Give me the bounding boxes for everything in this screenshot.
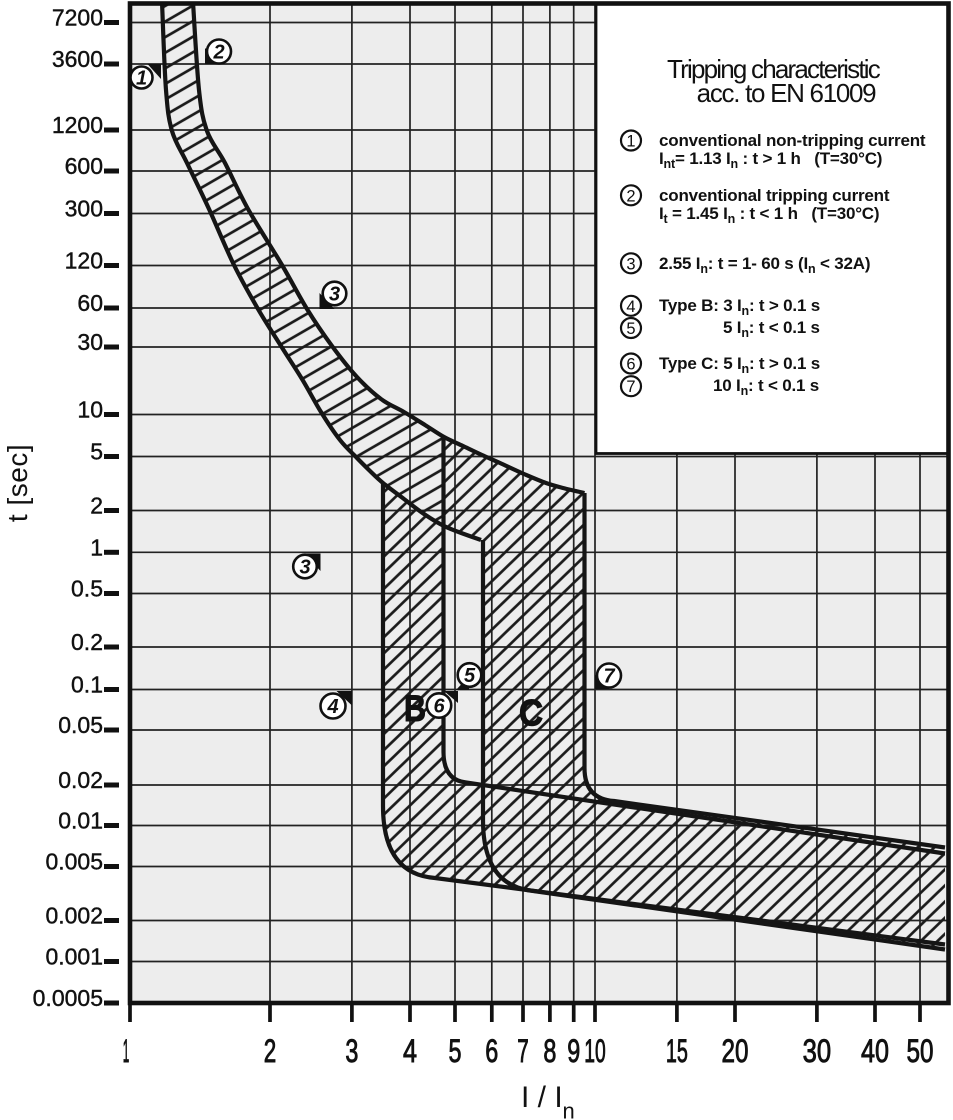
svg-text:7200: 7200 — [52, 5, 103, 31]
svg-text:It = 1.45 In : t < 1 h (T=30: It = 1.45 In : t < 1 h (T=30°C) — [659, 204, 879, 226]
svg-text:6: 6 — [626, 356, 635, 374]
svg-text:0.2: 0.2 — [71, 629, 103, 655]
svg-text:30: 30 — [77, 329, 103, 355]
svg-text:3: 3 — [299, 557, 310, 579]
svg-text:8: 8 — [543, 1033, 556, 1069]
svg-text:3: 3 — [329, 284, 340, 306]
svg-text:0.1: 0.1 — [71, 672, 103, 698]
svg-text:1: 1 — [123, 1033, 130, 1069]
svg-text:6: 6 — [433, 696, 445, 718]
svg-text:2: 2 — [212, 42, 224, 64]
svg-text:15: 15 — [666, 1033, 688, 1069]
svg-text:50: 50 — [907, 1033, 934, 1069]
svg-text:20: 20 — [722, 1033, 749, 1069]
svg-text:acc. to EN 61009: acc. to EN 61009 — [697, 78, 876, 108]
svg-text:0.01: 0.01 — [58, 808, 103, 834]
svg-text:0.5: 0.5 — [71, 576, 103, 602]
svg-text:0.0005: 0.0005 — [33, 985, 103, 1011]
svg-text:5 In: t < 0.1 s: 5 In: t < 0.1 s — [723, 318, 820, 340]
svg-text:5: 5 — [90, 439, 103, 465]
svg-text:7: 7 — [517, 1033, 529, 1069]
svg-text:0.05: 0.05 — [58, 712, 103, 738]
svg-text:4: 4 — [626, 298, 635, 316]
svg-text:4: 4 — [326, 696, 338, 718]
svg-text:Type B: 3 In: t > 0.1 s: Type B: 3 In: t > 0.1 s — [659, 296, 820, 318]
svg-text:1: 1 — [626, 133, 635, 151]
svg-text:7: 7 — [626, 378, 635, 396]
svg-text:300: 300 — [65, 196, 103, 222]
svg-text:t [sec]: t [sec] — [2, 444, 33, 522]
svg-text:0.005: 0.005 — [45, 849, 103, 875]
svg-text:600: 600 — [65, 153, 103, 179]
svg-text:60: 60 — [77, 290, 103, 316]
svg-text:0.02: 0.02 — [58, 767, 103, 793]
svg-text:6: 6 — [485, 1033, 498, 1069]
svg-text:2: 2 — [626, 187, 635, 205]
svg-text:40: 40 — [861, 1033, 889, 1069]
svg-text:0.001: 0.001 — [45, 944, 103, 970]
svg-text:3600: 3600 — [52, 46, 103, 72]
svg-text:B: B — [404, 688, 426, 729]
svg-text:9: 9 — [567, 1033, 580, 1069]
svg-text:Tripping characteristic: Tripping characteristic — [667, 54, 881, 84]
svg-text:5: 5 — [449, 1033, 462, 1069]
svg-text:2: 2 — [90, 493, 103, 519]
svg-text:Int= 1.13 In : t > 1 h (T=30: Int= 1.13 In : t > 1 h (T=30°C) — [659, 149, 882, 171]
svg-text:10: 10 — [584, 1033, 606, 1069]
svg-text:10 In: t < 0.1 s: 10 In: t < 0.1 s — [713, 376, 819, 398]
svg-text:n: n — [563, 1099, 575, 1120]
svg-text:C: C — [519, 693, 543, 734]
svg-text:I / I: I / I — [521, 1081, 563, 1114]
svg-text:5: 5 — [626, 320, 635, 338]
svg-text:3: 3 — [345, 1033, 358, 1069]
svg-text:4: 4 — [403, 1033, 417, 1069]
svg-text:1200: 1200 — [52, 112, 103, 138]
svg-text:1: 1 — [136, 68, 147, 90]
svg-text:1: 1 — [90, 534, 103, 560]
svg-text:5: 5 — [464, 665, 476, 687]
svg-text:conventional non-tripping curr: conventional non-tripping current — [659, 131, 926, 150]
svg-text:Type C: 5 In: t > 0.1 s: Type C: 5 In: t > 0.1 s — [659, 354, 820, 376]
svg-text:120: 120 — [65, 248, 103, 274]
svg-text:10: 10 — [77, 397, 103, 423]
svg-text:0.002: 0.002 — [45, 903, 103, 929]
svg-text:2.55 In: t = 1- 60 s (In < 32A: 2.55 In: t = 1- 60 s (In < 32A) — [659, 254, 870, 276]
svg-text:30: 30 — [803, 1033, 832, 1069]
svg-text:7: 7 — [603, 666, 615, 688]
svg-text:conventional tripping current: conventional tripping current — [659, 186, 890, 205]
svg-text:2: 2 — [264, 1033, 277, 1069]
svg-text:3: 3 — [626, 255, 635, 273]
